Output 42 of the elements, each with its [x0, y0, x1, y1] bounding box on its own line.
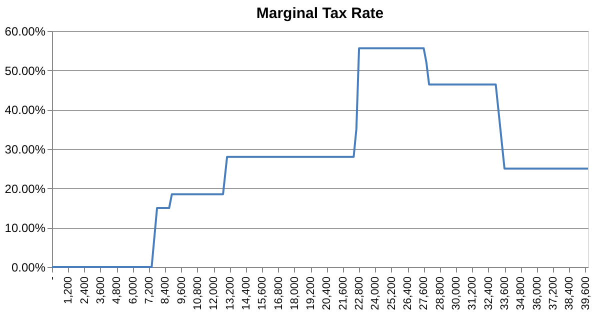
- x-tick-label: 36,000: [531, 276, 544, 310]
- x-tick-label: 19,200: [305, 276, 318, 310]
- x-tick-label: 1,200: [62, 276, 75, 304]
- y-tick-label: 40.00%: [4, 103, 46, 118]
- y-tick-label: 20.00%: [4, 182, 46, 196]
- x-tick-label: 30,000: [450, 276, 463, 310]
- x-tick-label: 21,600: [337, 276, 350, 310]
- x-tick-label: 2,400: [78, 276, 91, 304]
- x-tick-label: -: [46, 276, 58, 280]
- x-tick-label: 9,600: [176, 276, 188, 304]
- x-tick-label: 27,600: [418, 276, 430, 310]
- x-tick-label: 6,000: [127, 276, 140, 304]
- x-tick-label: 39,600: [580, 276, 592, 310]
- x-tick-label: 4,800: [111, 276, 124, 304]
- x-tick-label: 22,800: [354, 276, 366, 310]
- x-tick-label: 12,000: [208, 276, 220, 310]
- x-tick-label: 14,400: [240, 276, 252, 310]
- x-tick-label: 31,200: [466, 276, 479, 310]
- x-tick-label: 13,200: [224, 276, 236, 310]
- y-tick-label: 30.00%: [4, 142, 46, 156]
- x-tick-label: 32,400: [482, 276, 495, 310]
- y-tick-label: 60.00%: [4, 24, 46, 38]
- x-tick-label: 25,200: [386, 276, 398, 310]
- y-tick-label: 0.00%: [11, 260, 46, 274]
- x-tick-label: 38,400: [564, 276, 576, 310]
- x-tick-label: 26,400: [402, 276, 414, 310]
- x-tick-label: 16,800: [272, 276, 285, 310]
- x-tick-label: 37,200: [547, 276, 560, 310]
- x-tick-label: 7,200: [143, 276, 156, 304]
- y-tick-label: 10.00%: [4, 221, 46, 236]
- x-tick-label: 24,000: [370, 276, 382, 310]
- x-tick-label: 18,000: [288, 276, 301, 310]
- x-tick-label: 15,600: [256, 276, 269, 310]
- x-tick-label: 28,800: [434, 276, 446, 310]
- x-tick-label: 34,800: [515, 276, 528, 310]
- x-tick-label: 20,400: [321, 276, 334, 310]
- y-tick-label: 50.00%: [4, 64, 46, 78]
- x-tick-label: 3,600: [94, 276, 107, 304]
- x-tick-label: 33,600: [499, 276, 512, 310]
- x-tick-label: 10,800: [192, 276, 204, 310]
- chart-title: Marginal Tax Rate: [256, 5, 384, 22]
- x-tick-label: 8,400: [160, 276, 172, 304]
